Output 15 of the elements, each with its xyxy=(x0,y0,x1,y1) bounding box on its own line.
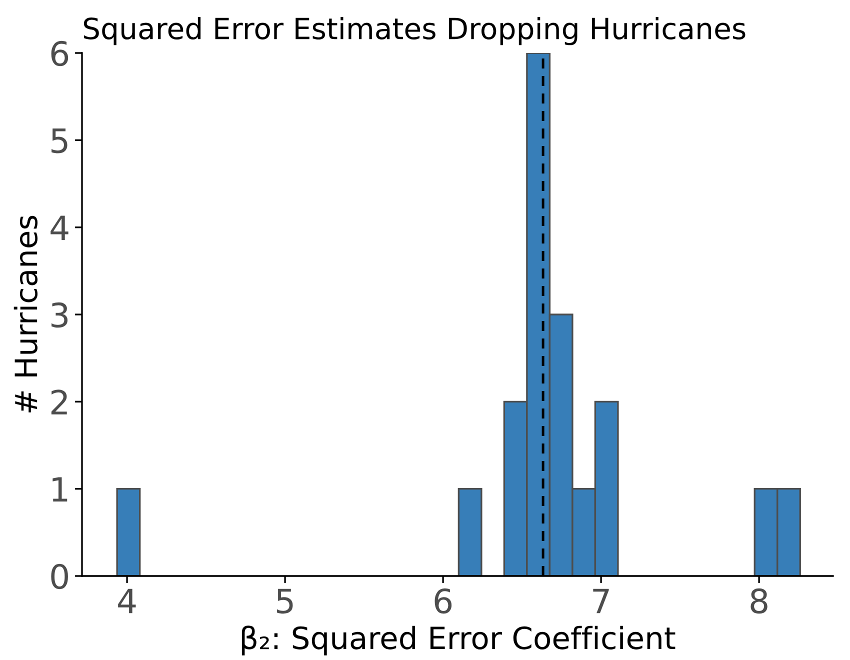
x-tick-label: 6 xyxy=(434,588,452,614)
x-tick-label: 7 xyxy=(593,588,609,614)
y-tick-label: 6 xyxy=(51,40,68,66)
y-tick-label: 4 xyxy=(50,216,68,240)
y-tick-label: 5 xyxy=(52,128,68,154)
x-tick-label: 4 xyxy=(118,588,136,614)
y-axis-title: # Hurricanes xyxy=(14,216,38,412)
x-tick-label: 5 xyxy=(277,588,293,614)
chart-title: Squared Error Estimates Dropping Hurricanes xyxy=(84,16,746,46)
x-tick-label: 8 xyxy=(750,588,768,614)
y-tick-label: 1 xyxy=(52,477,68,502)
y-tick-label: 3 xyxy=(52,302,68,328)
y-tick-label: 0 xyxy=(51,564,68,590)
y-tick-label: 2 xyxy=(51,390,67,414)
x-axis-title: β₂: Squared Error Coefficient xyxy=(242,626,676,656)
